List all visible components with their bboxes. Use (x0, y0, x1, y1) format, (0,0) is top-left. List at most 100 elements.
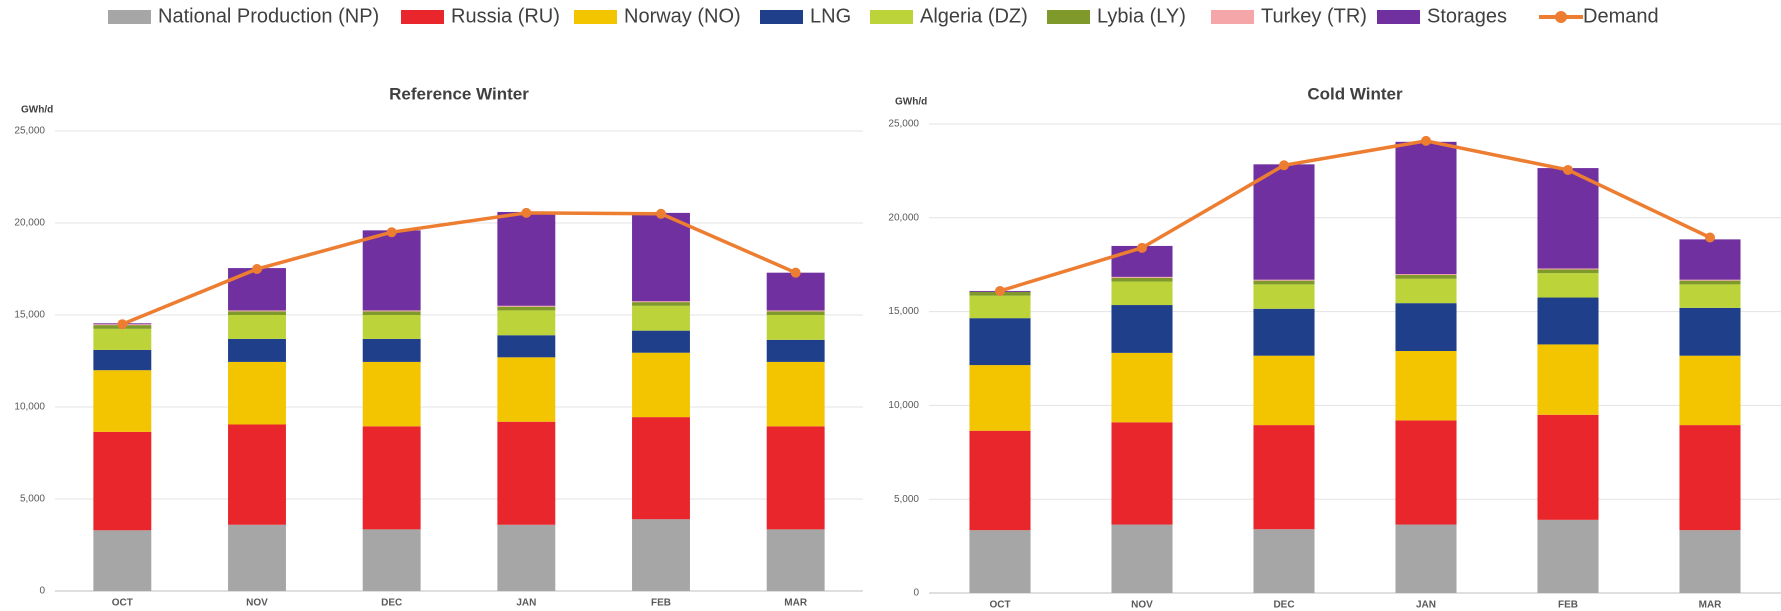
bar-segment (1537, 273, 1599, 298)
bar-segment (497, 305, 556, 307)
chart-title: Cold Winter (1307, 84, 1403, 103)
bar-segment (1111, 352, 1173, 423)
y-tick-label: 25,000 (888, 119, 919, 130)
legend-label: Russia (RU) (451, 5, 560, 27)
bar-segment (362, 315, 421, 339)
bar-segment (632, 305, 690, 331)
bar-segment (766, 272, 825, 311)
legend-swatch (401, 10, 444, 24)
bar-segment (1537, 269, 1599, 274)
bar-segment (1395, 141, 1457, 275)
bar-segment (1395, 350, 1457, 421)
bar-segment (228, 361, 286, 425)
bar-segment (632, 212, 690, 302)
bar-segment (1253, 280, 1315, 285)
demand-line (999, 139, 1711, 293)
legend-label: LNG (810, 5, 851, 27)
bar-segment (1537, 344, 1599, 415)
demand-marker (1563, 164, 1573, 175)
bar-segment (1111, 422, 1173, 525)
bar-segment (362, 361, 421, 427)
y-tick-label: 5,000 (20, 494, 45, 505)
bar-segment (1253, 425, 1315, 530)
bar-segment (1537, 519, 1599, 593)
bar-segment (1111, 524, 1173, 593)
bar-segment (1395, 420, 1457, 525)
bar-segment (228, 310, 286, 312)
bar-segment (362, 529, 421, 591)
bar-segment (497, 211, 556, 306)
legend-swatch (1047, 10, 1090, 24)
bar-segment (969, 295, 1031, 319)
bar-segment (93, 370, 152, 432)
bar-segment (93, 328, 152, 350)
bar-segment (632, 301, 690, 303)
x-tick-label: NOV (1131, 600, 1153, 611)
demand-marker (252, 264, 262, 274)
demand-marker (656, 208, 666, 219)
bar-segment (766, 310, 825, 312)
x-tick-label: MAR (784, 598, 808, 609)
bar-segment (1253, 529, 1315, 593)
bar-segment (1253, 284, 1315, 309)
demand-marker (1279, 160, 1289, 171)
x-tick-label: MAR (1699, 600, 1723, 611)
bar-segment (766, 529, 825, 591)
bar-segment (228, 315, 286, 339)
legend-swatch (870, 10, 913, 24)
x-tick-label: FEB (651, 598, 671, 609)
demand-marker (995, 285, 1005, 296)
bar-segment (362, 310, 421, 312)
bar-segment (1537, 414, 1599, 520)
bar-segment (497, 306, 556, 311)
bar-segment (497, 357, 556, 422)
bar-segment (1111, 281, 1173, 306)
bar-segment (228, 311, 286, 315)
bar-segment (1395, 303, 1457, 351)
bar-segment (1111, 277, 1173, 282)
y-tick-label: 15,000 (888, 306, 919, 317)
y-axis-unit: GWh/d (21, 105, 53, 116)
legend-swatch (574, 10, 617, 24)
bar-segment (497, 310, 556, 336)
bar-segment (1679, 279, 1741, 281)
bar-segment (362, 230, 421, 311)
bar-segment (1253, 355, 1315, 426)
bar-segment (362, 426, 421, 530)
bar-segment (1679, 425, 1741, 531)
bar-segment (969, 430, 1031, 531)
bar-segment (1679, 307, 1741, 356)
bar-segment (969, 318, 1031, 366)
bar-segment (1395, 524, 1457, 593)
bar-segment (362, 311, 421, 315)
bar-segment (93, 431, 152, 531)
y-tick-label: 10,000 (888, 400, 919, 411)
bar-segment (766, 361, 825, 427)
bar-segment (632, 352, 690, 418)
bar-segment (497, 524, 556, 591)
bar-segment (93, 349, 152, 371)
legend-label: Turkey (TR) (1261, 5, 1367, 27)
x-tick-label: FEB (1558, 600, 1578, 611)
legend-label: Algeria (DZ) (920, 5, 1028, 27)
bar-segment (1679, 530, 1741, 593)
bar-segment (766, 426, 825, 530)
bar-segment (1253, 164, 1315, 280)
bar-segment (1679, 239, 1741, 280)
x-tick-label: NOV (246, 598, 268, 609)
legend-label: Storages (1427, 5, 1507, 27)
bar-segment (362, 338, 421, 362)
bar-segment (1253, 279, 1315, 281)
legend-label: Lybia (LY) (1097, 5, 1186, 27)
x-tick-label: JAN (1416, 600, 1436, 611)
y-tick-label: 10,000 (14, 402, 45, 413)
bar-segment (632, 330, 690, 353)
demand-marker (1421, 135, 1431, 146)
legend-label: Demand (1583, 5, 1659, 27)
legend-swatch (760, 10, 803, 24)
bar-segment (228, 424, 286, 525)
demand-line (121, 211, 797, 326)
y-tick-label: 20,000 (14, 218, 45, 229)
bar-segment (969, 530, 1031, 593)
